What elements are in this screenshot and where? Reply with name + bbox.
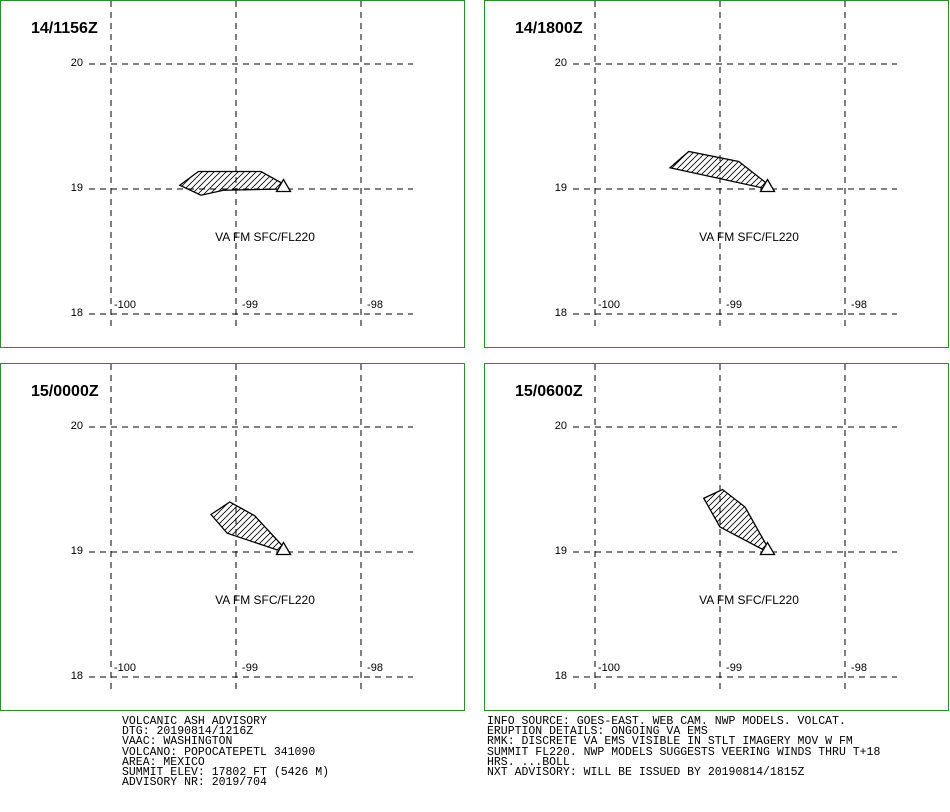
volcano-triangle-icon bbox=[759, 178, 776, 193]
map-panel: 14/1156Z 20 19 18 -100 -99 -98 VA FM SFC/FL220 bbox=[0, 0, 465, 348]
longitude-tick-label: -99 bbox=[726, 299, 742, 311]
longitude-tick-label: -98 bbox=[851, 662, 867, 674]
longitude-tick-label: -100 bbox=[113, 662, 137, 674]
map-canvas bbox=[573, 364, 897, 694]
latitude-tick-label: 18 bbox=[554, 307, 567, 319]
longitude-tick-label: -99 bbox=[242, 662, 258, 674]
volcano-triangle-icon bbox=[275, 541, 292, 556]
altitude-label: VA FM SFC/FL220 bbox=[699, 230, 799, 244]
latitude-tick-label: 19 bbox=[70, 182, 83, 194]
forecast-time-title: 15/0000Z bbox=[31, 383, 99, 400]
ash-cloud-polygon bbox=[178, 170, 285, 196]
longitude-tick-label: -98 bbox=[367, 299, 383, 311]
advisory-line: ADVISORY NR: 2019/704 bbox=[122, 776, 267, 790]
map-canvas bbox=[89, 1, 413, 331]
longitude-tick-label: -100 bbox=[597, 662, 621, 674]
latitude-tick-label: 18 bbox=[554, 670, 567, 682]
advisory-line: NXT ADVISORY: WILL BE ISSUED BY 20190814… bbox=[487, 766, 805, 780]
latitude-tick-label: 20 bbox=[554, 57, 567, 69]
map-canvas bbox=[89, 364, 413, 694]
longitude-tick-label: -100 bbox=[597, 299, 621, 311]
altitude-label: VA FM SFC/FL220 bbox=[215, 230, 315, 244]
advisory-line: HRS. ...BOLL bbox=[487, 755, 570, 769]
advisory-line: VOLCANO: POPOCATEPETL 341090 bbox=[122, 745, 316, 759]
latitude-tick-label: 20 bbox=[554, 420, 567, 432]
altitude-label: VA FM SFC/FL220 bbox=[699, 593, 799, 607]
advisory-line: VAAC: WASHINGTON bbox=[122, 735, 233, 749]
map-panel: 15/0600Z 20 19 18 -100 -99 -98 VA FM SFC/FL220 bbox=[484, 363, 949, 711]
volcano-triangle-icon bbox=[759, 541, 776, 556]
longitude-tick-label: -100 bbox=[113, 299, 137, 311]
longitude-tick-label: -99 bbox=[242, 299, 258, 311]
forecast-time-title: 14/1156Z bbox=[31, 20, 98, 37]
longitude-tick-label: -98 bbox=[367, 662, 383, 674]
latitude-tick-label: 20 bbox=[70, 57, 83, 69]
map-panel: 15/0000Z 20 19 18 -100 -99 -98 VA FM SFC/FL220 bbox=[0, 363, 465, 711]
latitude-tick-label: 19 bbox=[554, 182, 567, 194]
latitude-tick-label: 18 bbox=[70, 307, 83, 319]
advisory-header-block: VOLCANIC ASH ADVISORY DTG: 20190814/1216… bbox=[122, 715, 330, 790]
volcano-triangle-icon bbox=[275, 178, 292, 193]
advisory-details-block: INFO SOURCE: GOES-EAST. WEB CAM. NWP MOD… bbox=[487, 715, 881, 780]
advisory-line: ERUPTION DETAILS: ONGOING VA EMS bbox=[487, 725, 708, 739]
latitude-tick-label: 19 bbox=[70, 545, 83, 557]
advisory-line: VOLCANIC ASH ADVISORY bbox=[122, 715, 267, 728]
ash-cloud-polygon bbox=[210, 501, 285, 553]
advisory-line: SUMMIT ELEV: 17802 FT (5426 M) bbox=[122, 766, 330, 780]
longitude-tick-label: -99 bbox=[726, 662, 742, 674]
forecast-time-title: 14/1800Z bbox=[515, 20, 583, 37]
advisory-line: RMK: DISCRETE VA EMS VISIBLE IN STLT IMA… bbox=[487, 735, 853, 749]
map-panel: 14/1800Z 20 19 18 -100 -99 -98 VA FM SFC/FL220 bbox=[484, 0, 949, 348]
map-canvas bbox=[573, 1, 897, 331]
altitude-label: VA FM SFC/FL220 bbox=[215, 593, 315, 607]
ash-cloud-polygon bbox=[668, 150, 769, 190]
forecast-time-title: 15/0600Z bbox=[515, 383, 583, 400]
ash-cloud-polygon bbox=[702, 488, 769, 554]
advisory-line: INFO SOURCE: GOES-EAST. WEB CAM. NWP MOD… bbox=[487, 715, 846, 728]
longitude-tick-label: -98 bbox=[851, 299, 867, 311]
latitude-tick-label: 18 bbox=[70, 670, 83, 682]
advisory-line: SUMMIT FL220. NWP MODELS SUGGESTS VEERIN… bbox=[487, 745, 881, 759]
latitude-tick-label: 20 bbox=[70, 420, 83, 432]
latitude-tick-label: 19 bbox=[554, 545, 567, 557]
advisory-line: DTG: 20190814/1216Z bbox=[122, 725, 254, 739]
advisory-line: AREA: MEXICO bbox=[122, 755, 205, 769]
